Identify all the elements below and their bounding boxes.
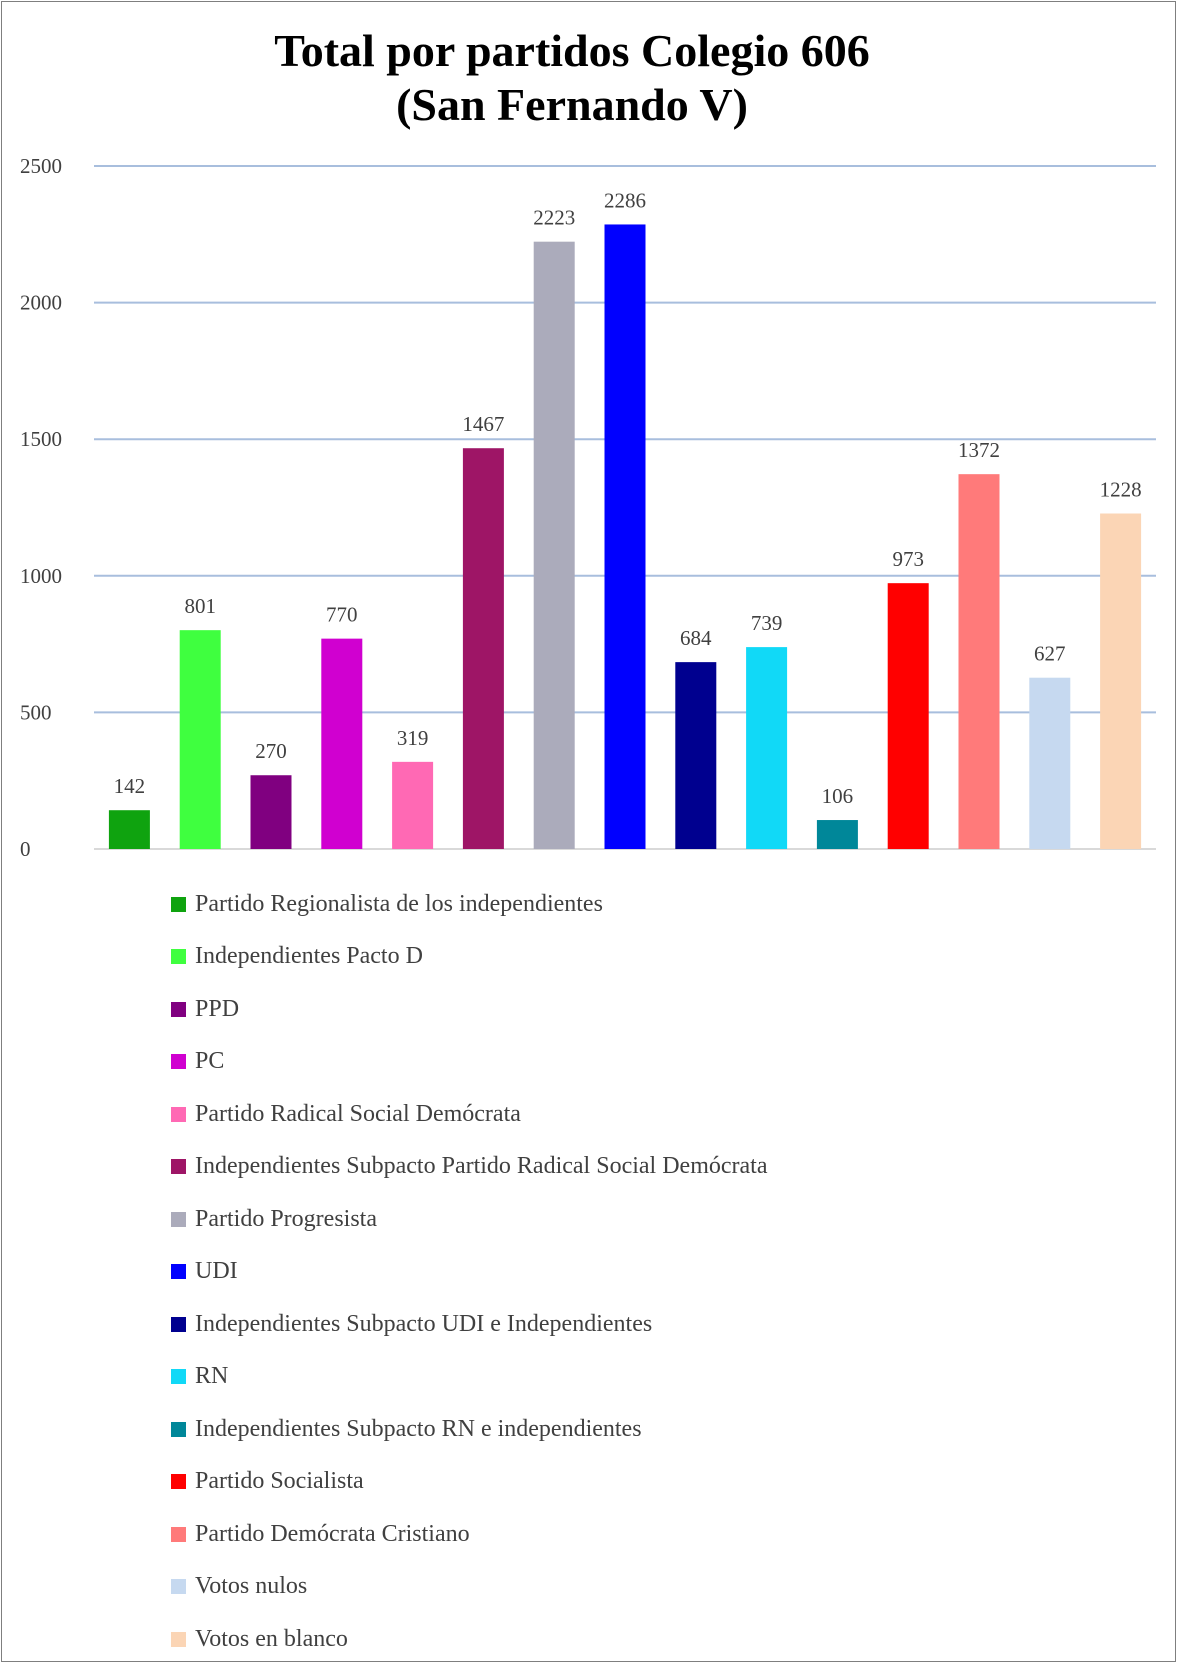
- bar: [321, 638, 363, 849]
- legend-item: PPD: [171, 983, 767, 1036]
- legend-swatch: [171, 1106, 186, 1122]
- chart-legend: Partido Regionalista de los independient…: [171, 878, 767, 1666]
- legend-label: Partido Demócrata Cristiano: [195, 1520, 470, 1547]
- legend-item: Votos en blanco: [171, 1613, 767, 1666]
- legend-label: Votos en blanco: [195, 1625, 348, 1652]
- legend-label: Independientes Subpacto UDI e Independie…: [195, 1310, 653, 1337]
- bar: [179, 630, 221, 849]
- legend-item: Partido Regionalista de los independient…: [171, 878, 767, 931]
- legend-item: RN: [171, 1351, 767, 1404]
- legend-item: UDI: [171, 1246, 767, 1299]
- legend-item: Votos nulos: [171, 1561, 767, 1614]
- data-label: 739: [751, 611, 783, 635]
- legend-item: Independientes Subpacto Partido Radical …: [171, 1141, 767, 1194]
- data-label: 973: [892, 547, 924, 571]
- bar: [1100, 513, 1142, 849]
- bar: [108, 810, 150, 849]
- legend-swatch: [171, 1316, 186, 1332]
- chart-title: Total por partidos Colegio 606 (San Fern…: [2, 24, 1142, 132]
- data-label: 770: [326, 603, 358, 627]
- chart-subtitle: (San Fernando V): [396, 79, 748, 130]
- y-tick-label: 500: [20, 700, 52, 724]
- bar: [675, 662, 717, 849]
- legend-swatch: [171, 1421, 186, 1437]
- legend-swatch: [171, 896, 186, 912]
- legend-item: Partido Socialista: [171, 1456, 767, 1509]
- legend-swatch: [171, 1264, 186, 1280]
- legend-label: Partido Radical Social Demócrata: [195, 1100, 521, 1127]
- legend-swatch: [171, 1369, 186, 1385]
- legend-item: Partido Progresista: [171, 1193, 767, 1246]
- data-label: 801: [184, 594, 216, 618]
- legend-label: RN: [195, 1363, 229, 1390]
- data-label: 627: [1034, 642, 1066, 666]
- legend-swatch: [171, 1579, 186, 1595]
- legend-label: PPD: [195, 995, 240, 1022]
- chart-title-line1: Total por partidos Colegio 606: [274, 25, 870, 76]
- data-label: 319: [397, 726, 429, 750]
- legend-item: Partido Radical Social Demócrata: [171, 1088, 767, 1141]
- legend-item: Independientes Subpacto UDI e Independie…: [171, 1298, 767, 1351]
- y-tick-label: 1500: [20, 427, 62, 451]
- legend-swatch: [171, 1526, 186, 1542]
- legend-label: Independientes Subpacto Partido Radical …: [195, 1153, 768, 1180]
- legend-label: Votos nulos: [195, 1573, 308, 1600]
- data-label: 1467: [462, 412, 504, 436]
- data-label: 2223: [533, 206, 575, 230]
- legend-label: Independientes Pacto D: [195, 943, 423, 970]
- bar: [1029, 677, 1071, 849]
- legend-swatch: [171, 1474, 186, 1490]
- legend-label: PC: [195, 1048, 225, 1075]
- legend-swatch: [171, 949, 186, 965]
- data-label: 106: [822, 784, 854, 808]
- legend-label: Independientes Subpacto RN e independien…: [195, 1415, 642, 1442]
- legend-swatch: [171, 1159, 186, 1175]
- y-tick-label: 2000: [20, 291, 62, 315]
- legend-label: Partido Socialista: [195, 1468, 364, 1495]
- legend-swatch: [171, 1211, 186, 1227]
- bar: [816, 820, 858, 849]
- bar-chart: 0 500 1000 1500 2000 2500 142 801 270 770 319 1467 2…: [20, 154, 1156, 861]
- bar: [392, 761, 434, 849]
- bar: [887, 583, 929, 849]
- legend-item: Independientes Subpacto RN e independien…: [171, 1403, 767, 1456]
- legend-swatch: [171, 1001, 186, 1017]
- legend-item: Independientes Pacto D: [171, 931, 767, 984]
- data-label: 1372: [958, 438, 1000, 462]
- y-tick-label: 2500: [20, 154, 62, 178]
- bar: [533, 241, 575, 850]
- y-tick-label: 0: [20, 837, 31, 861]
- y-tick-label: 1000: [20, 564, 62, 588]
- legend-label: UDI: [195, 1258, 238, 1285]
- bar: [604, 224, 646, 850]
- legend-swatch: [171, 1054, 186, 1070]
- legend-label: Partido Regionalista de los independient…: [195, 890, 603, 917]
- bar: [462, 448, 504, 849]
- data-label: 2286: [604, 188, 646, 212]
- legend-item: PC: [171, 1036, 767, 1089]
- data-label: 1228: [1100, 478, 1142, 502]
- bar: [746, 647, 788, 849]
- legend-label: Partido Progresista: [195, 1205, 377, 1232]
- data-label: 142: [114, 774, 146, 798]
- data-label: 684: [680, 626, 712, 650]
- bar: [250, 775, 292, 849]
- bar: [958, 474, 1000, 849]
- legend-swatch: [171, 1631, 186, 1647]
- data-label: 270: [255, 739, 287, 763]
- legend-item: Partido Demócrata Cristiano: [171, 1508, 767, 1561]
